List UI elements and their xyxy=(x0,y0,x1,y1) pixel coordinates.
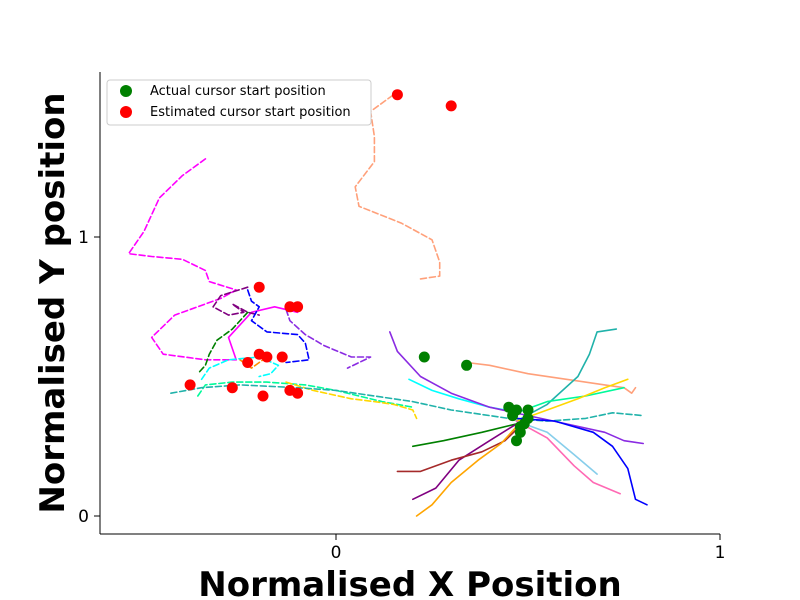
actual-start-point-0 xyxy=(418,351,430,363)
estimated-start-point-11 xyxy=(257,390,269,402)
estimated-start-point-6 xyxy=(261,351,273,363)
trajectory-line-4 xyxy=(285,308,372,369)
trajectory-line-15 xyxy=(515,328,618,422)
estimated-start-point-1 xyxy=(445,100,457,112)
legend-marker-estimated xyxy=(120,106,132,118)
y-tick-label-0: 0 xyxy=(78,507,89,527)
trajectory-line-2 xyxy=(212,286,261,316)
estimated-start-point-10 xyxy=(226,382,238,394)
estimated-start-point-0 xyxy=(391,89,403,101)
trajectory-line-10 xyxy=(285,381,418,420)
actual-start-point-5 xyxy=(507,410,519,422)
trajectory-line-17 xyxy=(515,378,629,422)
trajectory-line-20 xyxy=(396,428,518,473)
axis-ticks: 0 1 0 1 xyxy=(78,228,725,563)
trajectory-line-3 xyxy=(246,289,310,364)
legend: Actual cursor start position Estimated c… xyxy=(106,79,372,126)
y-tick-label-1: 1 xyxy=(78,228,89,248)
estimated-start-point-4 xyxy=(292,301,304,313)
x-tick-label-1: 1 xyxy=(715,543,726,563)
x-tick-label-0: 0 xyxy=(331,543,342,563)
actual-start-point-10 xyxy=(522,412,534,424)
actual-start-point-4 xyxy=(522,404,534,416)
legend-frame xyxy=(106,79,372,126)
estimated-start-point-7 xyxy=(276,351,288,363)
estimated-start-point-3 xyxy=(284,301,296,313)
estimated-start-point-2 xyxy=(253,281,265,293)
estimated-start-point-8 xyxy=(242,357,254,368)
legend-label-actual: Actual cursor start position xyxy=(150,84,326,99)
actual-start-point-8 xyxy=(511,435,522,447)
trajectory-line-19 xyxy=(411,423,518,501)
trajectory-line-9 xyxy=(197,381,414,409)
trajectory-line-22 xyxy=(515,417,648,506)
actual-start-points xyxy=(418,351,534,447)
trajectory-line-18 xyxy=(411,423,518,448)
trajectory-line-24 xyxy=(515,420,622,495)
trajectory-line-0 xyxy=(127,158,237,361)
x-axis-label: Normalised X Position xyxy=(198,565,621,600)
trajectory-line-23 xyxy=(515,420,598,475)
trajectory-line-12 xyxy=(465,361,637,395)
trajectory-line-21 xyxy=(415,425,518,517)
estimated-start-points xyxy=(184,89,457,402)
legend-marker-actual xyxy=(120,85,132,97)
estimated-start-point-13 xyxy=(292,387,304,399)
y-axis-label: Normalised Y position xyxy=(33,92,73,513)
trajectory-line-7 xyxy=(354,91,441,280)
trajectory-layer xyxy=(127,91,648,517)
actual-start-point-9 xyxy=(514,421,526,433)
actual-start-point-1 xyxy=(461,359,473,371)
trajectory-line-1 xyxy=(227,305,299,361)
estimated-start-point-9 xyxy=(184,379,196,391)
legend-label-estimated: Estimated cursor start position xyxy=(150,105,351,120)
trajectory-line-5 xyxy=(197,311,249,375)
trajectory-line-11 xyxy=(170,384,645,422)
